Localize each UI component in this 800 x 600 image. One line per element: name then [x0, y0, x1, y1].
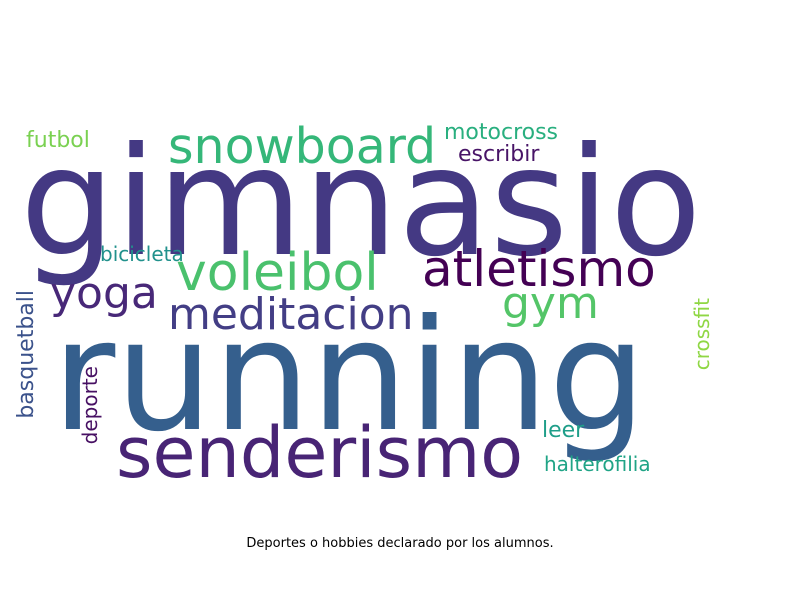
word-senderismo: senderismo: [116, 412, 524, 494]
word-snowboard: snowboard: [168, 118, 437, 175]
word-escribir: escribir: [458, 142, 540, 167]
word-crossfit: crossfit: [690, 298, 714, 371]
word-halterofilia: halterofilia: [544, 452, 651, 476]
word-leer: leer: [542, 418, 585, 443]
word-motocross: motocross: [444, 120, 559, 145]
word-atletismo: atletismo: [422, 240, 656, 298]
figure-caption: Deportes o hobbies declarado por los alu…: [246, 536, 554, 551]
word-futbol: futbol: [26, 128, 90, 153]
word-bicicleta: bicicleta: [100, 242, 184, 266]
word-meditacion: meditacion: [168, 289, 414, 340]
word-running: running: [52, 287, 647, 466]
word-gimnasio: gimnasio: [20, 116, 702, 290]
word-deporte: deporte: [78, 366, 102, 445]
word-voleibol: voleibol: [176, 243, 379, 303]
word-basquetball: basquetball: [14, 290, 39, 419]
word-yoga: yoga: [50, 268, 158, 319]
word-gym: gym: [502, 278, 599, 329]
